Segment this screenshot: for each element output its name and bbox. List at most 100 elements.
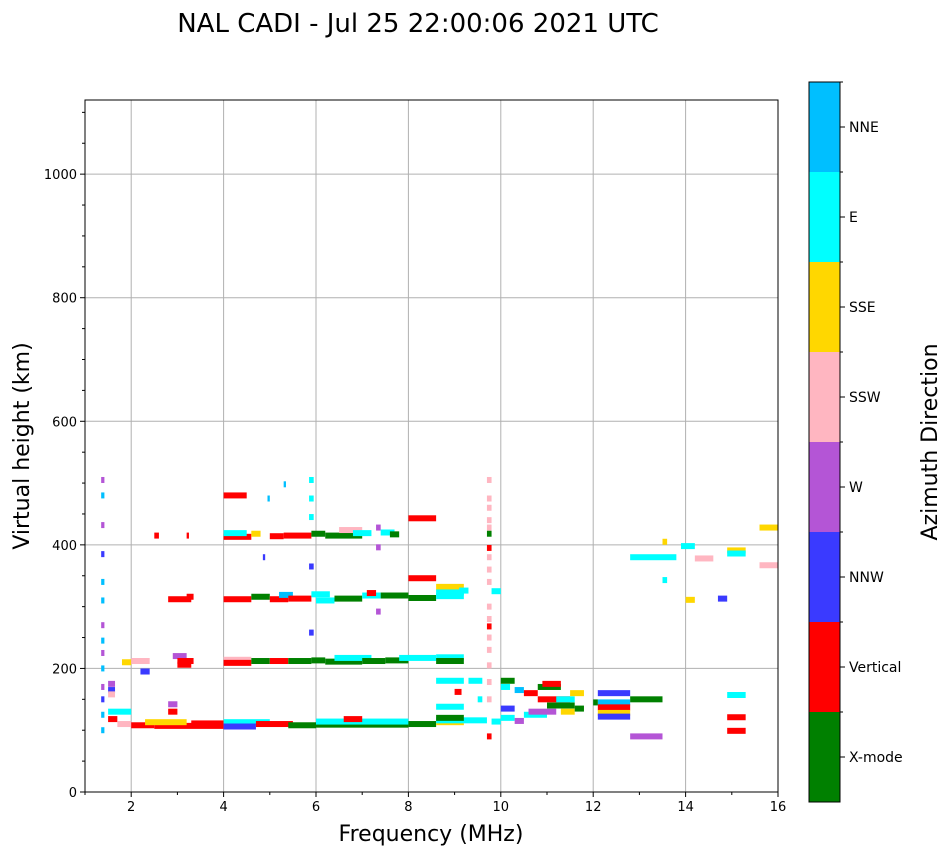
echo-ssw — [486, 578, 492, 585]
echo-e — [459, 587, 469, 594]
echo-vertical — [255, 721, 293, 728]
echo-e — [316, 597, 335, 604]
echo-e — [500, 714, 515, 721]
echo-e — [399, 654, 437, 661]
echo-nnw — [101, 696, 105, 703]
echo-x-mode — [311, 530, 326, 537]
echo-vertical — [191, 720, 224, 727]
echo-w — [101, 622, 105, 629]
echo-e — [680, 543, 695, 550]
echo-e — [500, 683, 511, 690]
echo-nnw — [309, 563, 314, 570]
echo-ssw — [486, 566, 492, 573]
echo-ssw — [108, 691, 116, 698]
echo-e — [556, 696, 575, 703]
echo-w — [101, 649, 105, 656]
colorbar-swatch-sse — [809, 262, 840, 352]
echo-marks — [101, 476, 778, 740]
echo-x-mode — [436, 714, 464, 721]
axes: 2 4 6 8 10 12 14 16 0 200 400 600 800 1000 — [44, 111, 786, 815]
echo-e — [436, 589, 464, 596]
echo-ssw — [486, 679, 492, 686]
echo-vertical — [223, 596, 252, 603]
echo-x-mode — [325, 658, 363, 665]
echo-nne — [101, 578, 105, 585]
echo-e — [477, 696, 483, 703]
echo-ssw — [486, 646, 492, 653]
echo-vertical — [223, 533, 252, 540]
echo-vertical — [486, 544, 492, 551]
echo-nnw — [500, 705, 515, 712]
colorbar-label-nne: NNE — [849, 120, 879, 136]
echo-x-mode — [547, 702, 575, 709]
echo-sse — [436, 583, 464, 590]
y-tick-label: 1000 — [44, 168, 77, 183]
echo-vertical — [186, 593, 194, 600]
echo-vertical — [186, 532, 189, 539]
echo-e — [223, 719, 270, 726]
echo-e — [334, 654, 372, 661]
echo-e — [491, 588, 501, 595]
echo-sse — [570, 690, 584, 697]
echo-sse — [727, 547, 746, 554]
echo-ssw — [486, 616, 492, 622]
x-tick-label: 10 — [493, 800, 510, 815]
echo-nne — [101, 597, 105, 604]
echo-vertical — [408, 515, 437, 522]
echo-e — [436, 654, 464, 661]
echo-ssw — [486, 696, 492, 703]
echo-ssw — [223, 656, 252, 663]
echo-nnw — [140, 668, 150, 675]
echo-e — [436, 677, 464, 684]
colorbar-label-w: W — [849, 480, 863, 496]
echo-e — [352, 530, 372, 537]
echo-vertical — [486, 623, 492, 630]
echo-e — [523, 711, 547, 718]
echo-ssw — [486, 495, 492, 502]
y-tick-label: 400 — [52, 539, 77, 554]
echo-x-mode — [436, 658, 464, 665]
echo-e — [108, 708, 132, 715]
echo-sse — [662, 538, 668, 545]
echo-e — [223, 530, 247, 537]
echo-nnw — [717, 595, 728, 602]
echo-w — [376, 608, 381, 615]
echo-nnw — [262, 554, 266, 561]
echo-w — [108, 680, 116, 687]
echo-vertical — [154, 532, 159, 539]
echo-x-mode — [630, 696, 663, 703]
echo-x-mode — [334, 595, 363, 602]
echo-vertical — [486, 733, 492, 740]
x-axis-label: Frequency (MHz) — [339, 822, 524, 847]
echo-sse — [560, 708, 575, 715]
echo-e — [309, 495, 314, 502]
echo-ssw — [759, 562, 778, 569]
y-tick-label: 800 — [52, 292, 77, 307]
echo-vertical — [108, 716, 118, 723]
echo-vertical — [343, 716, 363, 723]
echo-nnw — [108, 687, 116, 694]
echo-nne — [514, 687, 524, 694]
plot-frame — [84, 99, 779, 793]
echo-e — [309, 476, 314, 483]
echo-nne — [101, 665, 105, 672]
x-tick-label: 8 — [404, 800, 412, 815]
echo-vertical — [177, 658, 194, 665]
echo-nne — [101, 492, 105, 499]
echo-e — [468, 677, 483, 684]
colorbar-label-sse: SSE — [849, 300, 876, 316]
echo-vertical — [269, 658, 289, 665]
echo-ssw — [486, 476, 492, 483]
echo-x-mode — [389, 531, 400, 538]
echo-sse — [251, 530, 261, 537]
echo-vertical — [597, 704, 631, 711]
echo-vertical — [223, 492, 247, 499]
echo-nne — [597, 699, 631, 706]
echo-ssw — [694, 555, 714, 562]
echo-vertical — [288, 595, 312, 602]
echo-vertical — [177, 661, 192, 668]
echo-vertical — [727, 727, 746, 734]
colorbar-label: Azimuth Direction — [918, 343, 943, 540]
echo-w — [101, 476, 105, 483]
